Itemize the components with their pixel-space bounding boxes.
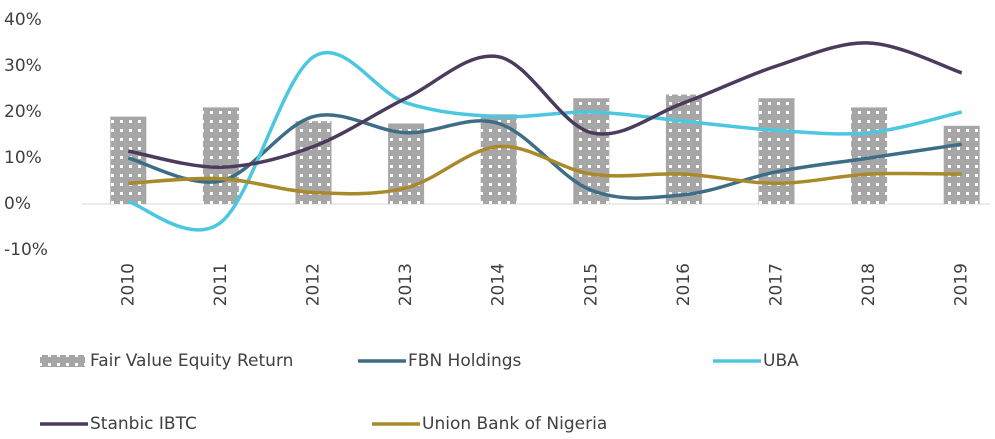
y-tick-label: 20%	[4, 102, 42, 122]
x-tick-label: 2018	[859, 263, 879, 306]
y-tick-label: 30%	[4, 56, 42, 76]
legend-label: FBN Holdings	[408, 351, 522, 371]
legend-swatch	[40, 355, 85, 367]
line	[127, 50, 963, 232]
x-tick-label: 2017	[767, 263, 787, 306]
bar	[943, 125, 980, 204]
bar	[202, 107, 239, 204]
x-tick-label: 2019	[952, 263, 972, 306]
bar	[758, 98, 795, 204]
y-tick-label: 40%	[4, 10, 42, 30]
bar	[110, 116, 147, 204]
y-tick-label: 0%	[4, 194, 31, 214]
x-tick-label: 2013	[396, 263, 416, 306]
bar	[665, 94, 702, 204]
x-tick-label: 2010	[118, 263, 138, 306]
x-tick-label: 2012	[304, 263, 324, 306]
legend-label: Union Bank of Nigeria	[422, 414, 607, 434]
line	[127, 41, 963, 169]
legend-label: UBA	[763, 351, 799, 371]
x-tick-label: 2011	[211, 263, 231, 306]
x-tick-label: 2016	[674, 263, 694, 306]
y-tick-label: 10%	[4, 148, 42, 168]
bar	[573, 98, 610, 204]
x-tick-label: 2014	[489, 263, 509, 306]
x-tick-label: 2015	[581, 263, 601, 306]
line	[128, 144, 962, 196]
legend-label: Stanbic IBTC	[90, 414, 197, 434]
y-tick-label: -10%	[4, 240, 48, 260]
legend-label: Fair Value Equity Return	[90, 351, 293, 371]
